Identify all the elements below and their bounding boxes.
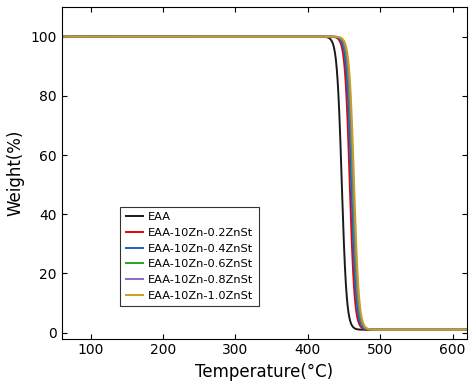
- EAA-10Zn-0.6ZnSt: [59, 34, 64, 39]
- EAA-10Zn-0.8ZnSt: [232, 34, 237, 39]
- EAA-10Zn-0.2ZnSt: [232, 34, 237, 39]
- EAA-10Zn-0.2ZnSt: [464, 327, 470, 332]
- EAA-10Zn-0.8ZnSt: [129, 34, 135, 39]
- EAA: [59, 34, 64, 39]
- EAA-10Zn-0.8ZnSt: [214, 34, 220, 39]
- EAA: [214, 34, 220, 39]
- EAA-10Zn-1.0ZnSt: [412, 327, 418, 332]
- Line: EAA-10Zn-0.6ZnSt: EAA-10Zn-0.6ZnSt: [62, 36, 467, 330]
- Line: EAA-10Zn-0.4ZnSt: EAA-10Zn-0.4ZnSt: [62, 36, 467, 330]
- EAA-10Zn-0.8ZnSt: [464, 327, 470, 332]
- EAA-10Zn-0.2ZnSt: [436, 327, 441, 332]
- EAA: [428, 327, 433, 332]
- EAA-10Zn-0.4ZnSt: [437, 327, 443, 332]
- EAA-10Zn-1.0ZnSt: [440, 327, 446, 332]
- EAA: [464, 327, 470, 332]
- EAA: [105, 34, 111, 39]
- EAA-10Zn-0.8ZnSt: [439, 327, 445, 332]
- EAA-10Zn-0.8ZnSt: [412, 327, 418, 332]
- EAA-10Zn-0.4ZnSt: [456, 327, 462, 332]
- EAA: [456, 327, 462, 332]
- EAA-10Zn-0.4ZnSt: [105, 34, 111, 39]
- Line: EAA-10Zn-0.8ZnSt: EAA-10Zn-0.8ZnSt: [62, 36, 467, 330]
- EAA-10Zn-0.6ZnSt: [456, 327, 462, 332]
- EAA-10Zn-1.0ZnSt: [59, 34, 64, 39]
- EAA-10Zn-0.4ZnSt: [464, 327, 470, 332]
- EAA-10Zn-0.4ZnSt: [214, 34, 220, 39]
- EAA-10Zn-0.2ZnSt: [105, 34, 111, 39]
- EAA: [129, 34, 135, 39]
- EAA: [232, 34, 237, 39]
- EAA-10Zn-0.8ZnSt: [456, 327, 462, 332]
- EAA-10Zn-0.6ZnSt: [129, 34, 135, 39]
- EAA-10Zn-1.0ZnSt: [456, 327, 462, 332]
- EAA-10Zn-0.2ZnSt: [129, 34, 135, 39]
- EAA-10Zn-0.6ZnSt: [464, 327, 470, 332]
- EAA-10Zn-0.6ZnSt: [412, 327, 418, 332]
- X-axis label: Temperature(°C): Temperature(°C): [195, 363, 333, 381]
- EAA-10Zn-1.0ZnSt: [464, 327, 470, 332]
- EAA-10Zn-1.0ZnSt: [214, 34, 220, 39]
- EAA-10Zn-0.8ZnSt: [59, 34, 64, 39]
- EAA-10Zn-0.6ZnSt: [105, 34, 111, 39]
- Line: EAA-10Zn-1.0ZnSt: EAA-10Zn-1.0ZnSt: [62, 36, 467, 330]
- EAA-10Zn-0.2ZnSt: [214, 34, 220, 39]
- EAA-10Zn-0.2ZnSt: [59, 34, 64, 39]
- EAA-10Zn-0.6ZnSt: [214, 34, 220, 39]
- EAA-10Zn-0.4ZnSt: [412, 327, 418, 332]
- Y-axis label: Weight(%): Weight(%): [7, 130, 25, 216]
- EAA-10Zn-0.4ZnSt: [232, 34, 237, 39]
- EAA-10Zn-0.6ZnSt: [232, 34, 237, 39]
- EAA-10Zn-0.4ZnSt: [59, 34, 64, 39]
- Line: EAA-10Zn-0.2ZnSt: EAA-10Zn-0.2ZnSt: [62, 36, 467, 330]
- EAA-10Zn-1.0ZnSt: [105, 34, 111, 39]
- EAA-10Zn-1.0ZnSt: [232, 34, 237, 39]
- EAA-10Zn-0.8ZnSt: [105, 34, 111, 39]
- Legend: EAA, EAA-10Zn-0.2ZnSt, EAA-10Zn-0.4ZnSt, EAA-10Zn-0.6ZnSt, EAA-10Zn-0.8ZnSt, EAA: EAA, EAA-10Zn-0.2ZnSt, EAA-10Zn-0.4ZnSt,…: [120, 206, 258, 307]
- EAA-10Zn-0.4ZnSt: [129, 34, 135, 39]
- Line: EAA: EAA: [62, 36, 467, 330]
- EAA-10Zn-0.2ZnSt: [412, 327, 418, 332]
- EAA: [412, 327, 418, 332]
- EAA-10Zn-0.2ZnSt: [456, 327, 462, 332]
- EAA-10Zn-0.6ZnSt: [438, 327, 444, 332]
- EAA-10Zn-1.0ZnSt: [129, 34, 135, 39]
